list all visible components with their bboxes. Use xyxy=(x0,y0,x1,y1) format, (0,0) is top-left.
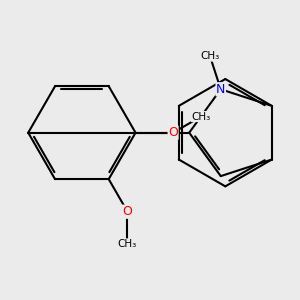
Text: O: O xyxy=(123,205,132,218)
Text: N: N xyxy=(216,83,225,96)
Text: CH₃: CH₃ xyxy=(118,239,137,249)
Text: CH₃: CH₃ xyxy=(191,112,211,122)
Text: O: O xyxy=(168,126,178,139)
Text: CH₃: CH₃ xyxy=(200,51,220,61)
